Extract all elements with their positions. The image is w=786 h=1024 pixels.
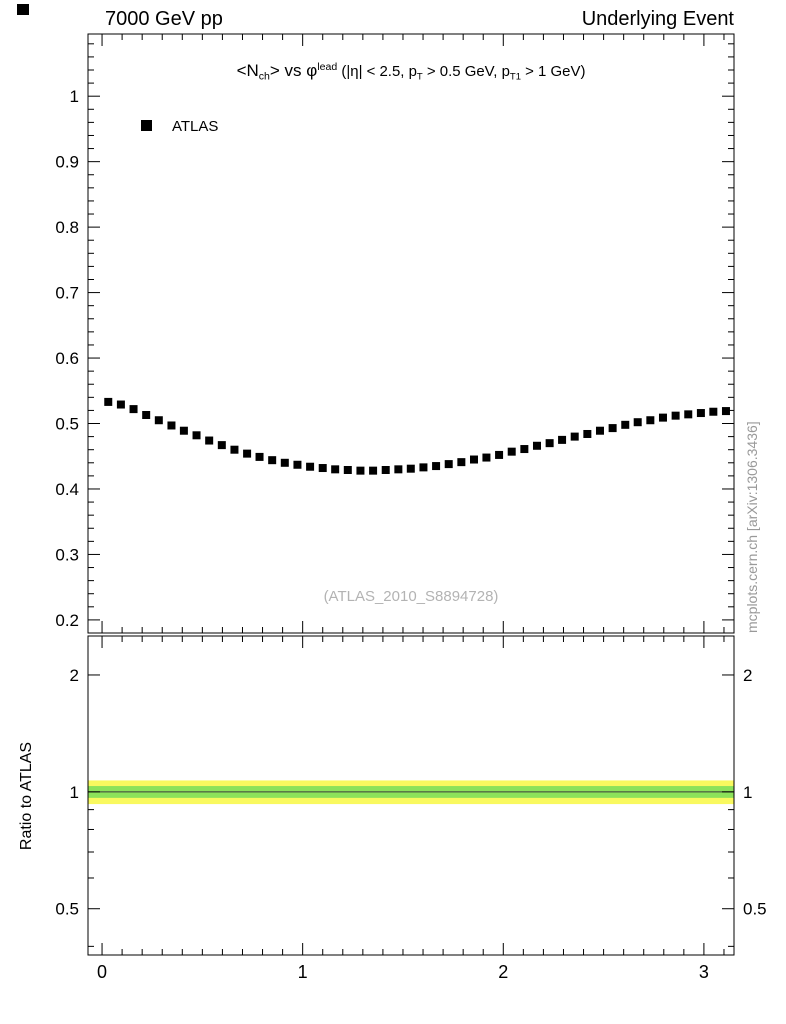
title-fragment: ch (258, 70, 270, 83)
ratio-y-tick-label-right: 0.5 (743, 900, 767, 919)
data-point (671, 411, 680, 420)
data-point (444, 460, 453, 469)
main-y-tick-label: 0.9 (55, 153, 79, 172)
data-point (192, 431, 201, 440)
data-point (684, 410, 693, 419)
data-point (482, 453, 491, 462)
data-point (583, 429, 592, 438)
ratio-y-tick-label-left: 2 (70, 666, 79, 685)
title-fragment: > 1 GeV) (521, 63, 586, 80)
data-point (507, 447, 516, 456)
title-fragment: > vs (269, 61, 307, 80)
data-point (633, 418, 642, 427)
data-point (621, 420, 630, 429)
data-point (268, 456, 277, 465)
data-point (721, 407, 730, 416)
title-fragment: <N (236, 61, 259, 80)
data-point (520, 445, 529, 454)
ratio-y-tick-label-right: 1 (743, 783, 752, 802)
data-point (381, 465, 390, 474)
data-point (243, 449, 252, 458)
title-fragment: φ (306, 61, 318, 80)
main-y-tick-label: 0.4 (55, 480, 79, 499)
data-point (394, 465, 403, 474)
main-y-tick-label: 0.5 (55, 415, 79, 434)
side-note: mcplots.cern.ch [arXiv:1306.3436] (744, 421, 760, 633)
title-fragment: T (416, 71, 423, 83)
data-point (104, 397, 113, 406)
data-point (558, 435, 567, 444)
data-point (570, 432, 579, 441)
data-point (658, 413, 667, 422)
main-y-tick-label: 0.3 (55, 545, 79, 564)
legend-marker-square (141, 120, 152, 131)
data-point (356, 466, 365, 475)
data-point (255, 452, 264, 461)
data-point (217, 441, 226, 450)
axis-tick-labels: 0.2 0.3 0.4 0.5 0.6 0.7 0.8 0.9 1 0.5 0.5 1 1 2 2 0 1 2 3 (55, 87, 766, 982)
data-point (457, 458, 466, 467)
data-point (532, 441, 541, 450)
header-left: 7000 GeV pp (105, 8, 223, 30)
data-point (595, 426, 604, 435)
data-point (432, 462, 441, 471)
main-y-tick-label: 1 (70, 87, 79, 106)
header-right: Underlying Event (582, 8, 735, 30)
data-point (646, 416, 655, 425)
data-point (142, 411, 151, 420)
data-point (608, 424, 617, 433)
data-point (154, 416, 163, 425)
ratio-y-axis-title: Ratio to ATLAS (18, 742, 35, 850)
data-point (167, 421, 176, 430)
title-fragment: T1 (509, 71, 522, 83)
axes-frames (87, 33, 735, 956)
plot-title: <Nch> vs φlead (|η| < 2.5, pT > 0.5 GeV,… (88, 61, 734, 83)
x-tick-label: 1 (298, 962, 308, 982)
ratio-band-layer (88, 780, 734, 805)
corner-marker (17, 4, 29, 15)
title-fragment: > 0.5 GeV, p (422, 63, 510, 80)
data-point (179, 426, 188, 435)
ratio-y-tick-label-left: 1 (70, 783, 79, 802)
data-point (469, 455, 478, 464)
data-point (280, 458, 289, 467)
legend-label: ATLAS (172, 118, 218, 135)
main-y-tick-label: 0.6 (55, 349, 79, 368)
data-point (709, 407, 718, 416)
data-point (545, 439, 554, 448)
data-point (205, 436, 214, 445)
data-point (116, 400, 125, 409)
data-points (104, 397, 730, 475)
x-tick-label: 0 (97, 962, 107, 982)
data-point (293, 460, 302, 469)
data-point (306, 462, 315, 471)
x-tick-label: 3 (699, 962, 709, 982)
title-fragment: (|η| < 2.5, p (337, 63, 417, 80)
main-plot-frame (87, 33, 735, 634)
watermark: (ATLAS_2010_S8894728) (324, 588, 499, 605)
data-point (318, 464, 327, 473)
data-point (696, 409, 705, 418)
axis-ticks (88, 34, 734, 955)
data-point (369, 466, 378, 475)
data-point (343, 465, 352, 474)
data-point (331, 465, 340, 474)
x-tick-label: 2 (498, 962, 508, 982)
data-point (495, 450, 504, 459)
main-y-tick-label: 0.2 (55, 611, 79, 630)
title-fragment: lead (317, 61, 338, 74)
main-y-tick-label: 0.7 (55, 284, 79, 303)
main-y-tick-label: 0.8 (55, 218, 79, 237)
ratio-y-tick-label-right: 2 (743, 666, 752, 685)
data-point (230, 445, 239, 454)
ratio-y-tick-label-left: 0.5 (55, 900, 79, 919)
data-point (419, 463, 428, 472)
ratio-plot-frame (87, 635, 735, 956)
data-point (129, 405, 138, 414)
data-point (406, 464, 415, 473)
